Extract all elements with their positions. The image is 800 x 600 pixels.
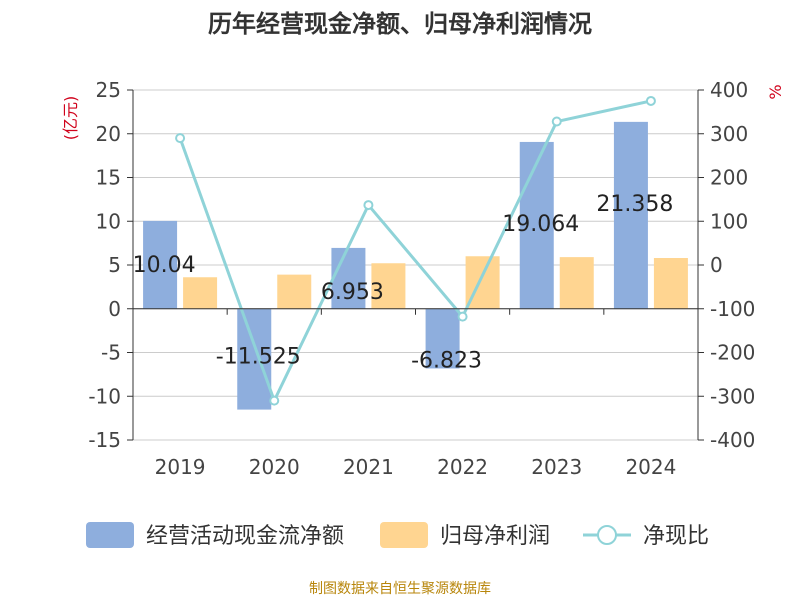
data-label-2019: 10.04 (133, 253, 196, 278)
x-tick-label: 2021 (343, 455, 394, 479)
left-tick-label: 10 (96, 209, 121, 233)
bar-operating-cash-2023 (519, 141, 554, 309)
bar-net-profit-2023 (559, 257, 594, 309)
x-tick-label: 2022 (437, 455, 488, 479)
right-tick-label: -200 (710, 341, 755, 365)
left-tick-label: 0 (108, 297, 121, 321)
bar-operating-cash-2019 (143, 220, 178, 309)
bar-layer (143, 121, 688, 410)
bar-net-profit-2024 (653, 258, 688, 309)
bar-net-profit-2019 (183, 277, 218, 309)
right-tick-label: 200 (710, 166, 748, 190)
bar-operating-cash-2021 (331, 247, 366, 309)
ratio-point-2021 (363, 200, 374, 211)
bar-net-profit-2020 (277, 274, 312, 309)
bar-operating-cash-2020 (237, 308, 272, 410)
label-layer: 10.04 -11.525 6.953 -6.823 19.064 21.358 (133, 192, 674, 374)
legend-layer: 经营活动现金流净额 归母净利润 净现比 (86, 522, 709, 549)
x-tick-label: 2024 (625, 455, 676, 479)
data-label-2022: -6.823 (411, 348, 482, 373)
legend-swatch-operating-cash (86, 522, 134, 548)
left-tick-label: -15 (88, 428, 121, 452)
left-tick-label: 5 (108, 253, 121, 277)
legend-label-operating-cash: 经营活动现金流净额 (146, 524, 344, 549)
x-tick-label: 2019 (155, 455, 206, 479)
left-tick-label: 15 (96, 166, 121, 190)
right-tick-label: -300 (710, 384, 755, 408)
left-tick-label: 25 (96, 78, 121, 102)
data-label-2020: -11.525 (216, 345, 301, 370)
legend-swatch-net-profit (380, 522, 428, 548)
left-axis-unit: (亿元) (61, 96, 80, 141)
bar-operating-cash-2022 (425, 308, 460, 369)
grid-layer (133, 89, 698, 441)
data-label-2023: 19.064 (502, 212, 579, 237)
data-label-2021: 6.953 (321, 280, 384, 305)
ratio-point-2019 (175, 133, 186, 144)
right-tick-label: 400 (710, 78, 748, 102)
right-tick-label: 0 (710, 253, 723, 277)
ratio-point-2024 (645, 95, 656, 106)
bar-net-profit-2021 (371, 263, 406, 309)
right-tick-label: 300 (710, 122, 748, 146)
right-tick-label: -400 (710, 428, 755, 452)
ratio-point-2020 (269, 395, 280, 406)
left-tick-label: 20 (96, 122, 121, 146)
line-layer (175, 95, 656, 406)
chart-title: 历年经营现金净额、归母净利润情况 (208, 10, 592, 38)
ratio-point-2023 (551, 116, 562, 127)
source-note: 制图数据来自恒生聚源数据库 (309, 581, 491, 597)
right-tick-label: -100 (710, 297, 755, 321)
right-axis-unit: % (766, 84, 785, 99)
x-tick-label: 2023 (531, 455, 582, 479)
left-tick-label: -5 (101, 341, 121, 365)
legend-label-net-profit: 归母净利润 (440, 524, 550, 549)
legend-label-ratio: 净现比 (643, 524, 709, 549)
left-tick-label: -10 (88, 384, 121, 408)
x-tick-label: 2020 (249, 455, 300, 479)
bar-operating-cash-2024 (613, 121, 648, 309)
legend-swatch-ratio-marker (597, 525, 617, 545)
axis-layer: 25 20 15 10 5 0 -5 -10 -15 400 300 200 100 0 -100 -200 -… (61, 78, 785, 479)
ratio-line (178, 99, 652, 405)
right-tick-label: 100 (710, 209, 748, 233)
ratio-point-2022 (457, 311, 468, 322)
data-label-2024: 21.358 (596, 192, 673, 217)
